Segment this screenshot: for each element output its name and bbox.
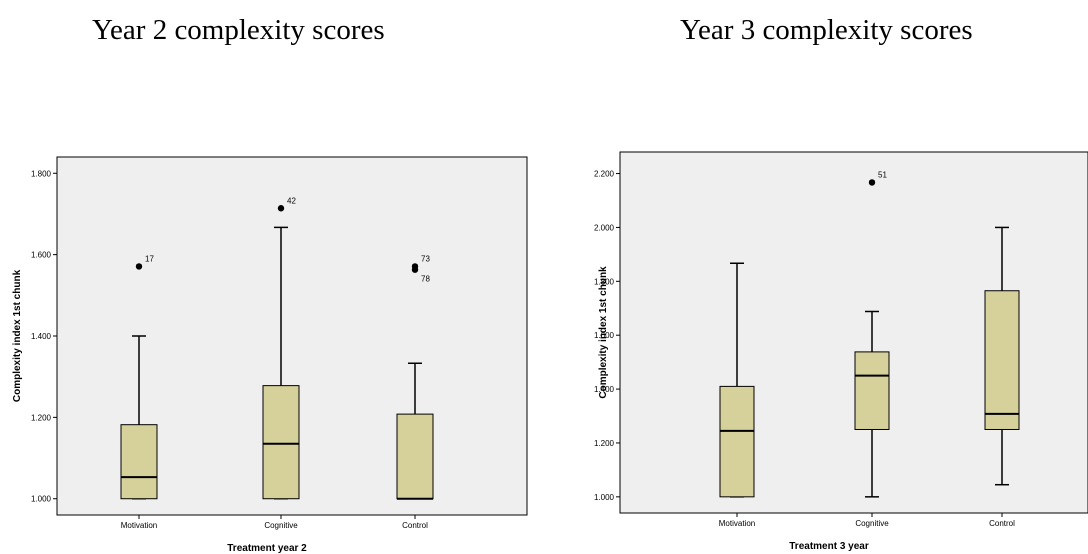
box-cognitive xyxy=(854,351,890,430)
y-axis-title: Complexity index 1st chunk xyxy=(12,269,23,402)
y-tick-label: 1.600 xyxy=(594,331,615,340)
x-axis-title: Treatment year 2 xyxy=(227,543,307,554)
outlier-label: 42 xyxy=(287,196,296,205)
outlier-point xyxy=(135,263,143,270)
x-axis-title: Treatment 3 year xyxy=(789,541,869,552)
y-axis-title: Complexity index 1st chunk xyxy=(598,266,609,399)
x-tick-label: Control xyxy=(989,519,1015,528)
boxplot-year-3: 1.000 1.200 1.400 1.600 1.800 2.000 2.200 Motiv… xyxy=(594,151,1088,552)
boxplot-year-2: 1.000 1.200 1.400 1.600 1.800 Motivation Cogni… xyxy=(12,156,528,554)
y-tick-label: 1.000 xyxy=(31,495,52,504)
box-control xyxy=(396,413,434,500)
y-tick-label: 2.200 xyxy=(594,170,615,179)
y-tick-label: 1.800 xyxy=(31,169,52,178)
x-tick-label: Motivation xyxy=(719,519,755,528)
x-tick-label: Cognitive xyxy=(855,519,889,528)
x-tick-label: Control xyxy=(402,521,428,530)
y-tick-label: 1.200 xyxy=(594,439,615,448)
outlier-point xyxy=(868,179,876,186)
box-cognitive xyxy=(262,385,300,500)
outlier-label: 51 xyxy=(878,170,887,179)
y-tick-label: 1.000 xyxy=(594,493,615,502)
x-tick-label: Motivation xyxy=(121,521,157,530)
outlier-point xyxy=(277,205,285,212)
box-control xyxy=(984,290,1020,430)
chart-title-left: Year 2 complexity scores xyxy=(92,14,385,46)
y-tick-label: 1.400 xyxy=(31,332,52,341)
x-tick-label: Cognitive xyxy=(264,521,298,530)
box-motivation xyxy=(719,385,755,498)
y-tick-label: 2.000 xyxy=(594,223,615,232)
y-tick-label: 1.800 xyxy=(594,277,615,286)
chart-title-right: Year 3 complexity scores xyxy=(680,14,973,46)
outlier-label: 78 xyxy=(421,275,430,284)
outlier-point xyxy=(411,266,419,273)
y-tick-label: 1.600 xyxy=(31,251,52,260)
y-tick-label: 1.400 xyxy=(594,385,615,394)
y-tick-label: 1.200 xyxy=(31,413,52,422)
box-motivation xyxy=(120,424,158,500)
outlier-label: 17 xyxy=(145,254,154,263)
outlier-label: 73 xyxy=(421,254,430,263)
